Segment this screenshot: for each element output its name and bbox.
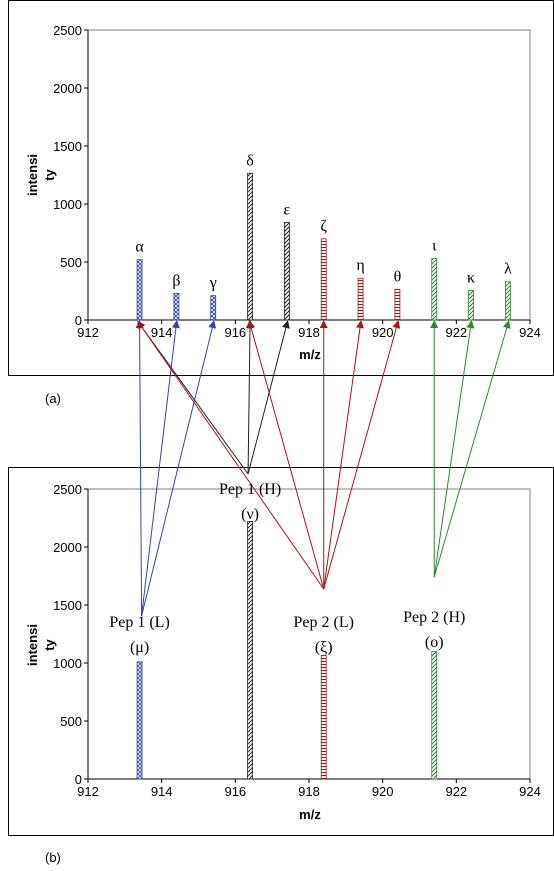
bar-a-5 — [320, 238, 327, 321]
chart-a-x-ticks: 912 914 916 918 920 922 924 — [77, 320, 541, 340]
bar-a-4 — [283, 222, 290, 321]
x-tick-label: 924 — [519, 784, 541, 799]
x-tick-label: 914 — [151, 784, 173, 799]
bar-label-5: ζ — [320, 218, 327, 235]
connector-red-6 — [323, 320, 364, 590]
bar-a-7 — [394, 288, 401, 321]
chart-a-bar-labels: α β γ δ ε ζ η θ ι κ λ — [135, 152, 512, 291]
bar-a-3 — [247, 172, 253, 321]
x-tick-label: 918 — [298, 325, 320, 340]
connector-green-10 — [433, 320, 511, 578]
x-tick-label: 924 — [519, 325, 541, 340]
bar-label-2: γ — [209, 275, 217, 292]
bar-label-9: κ — [467, 269, 475, 286]
y-tick-label: 0 — [75, 772, 82, 787]
bar-b-0 — [136, 661, 143, 780]
bar-b-1 — [247, 521, 253, 780]
chart-b-bars — [136, 521, 438, 780]
connector-black-0 — [137, 320, 249, 475]
connector-blue-1 — [141, 320, 180, 617]
bar-label-7: θ — [394, 268, 402, 285]
bar-a-10 — [504, 281, 511, 321]
x-tick-label: 912 — [77, 784, 99, 799]
bar-a-1 — [173, 292, 180, 321]
connector-green-9 — [433, 320, 475, 578]
panel-label-b: (b) — [45, 850, 61, 865]
y-tick-label: 2000 — [53, 540, 82, 555]
connector-red-0 — [137, 320, 325, 590]
bar-a-9 — [468, 290, 474, 321]
bar-label-3: δ — [246, 152, 254, 169]
chart-b-ylabel-line1: intensi — [25, 624, 40, 666]
x-tick-label: 920 — [372, 784, 394, 799]
peptide-symbol-2: (ξ) — [315, 639, 333, 656]
y-tick-label: 2500 — [53, 482, 82, 497]
chart-a-plot-area — [87, 29, 531, 321]
y-tick-label: 1500 — [53, 139, 82, 154]
x-tick-label: 922 — [445, 784, 467, 799]
x-tick-label: 914 — [151, 325, 173, 340]
bar-label-10: λ — [504, 261, 512, 278]
connector-blue-2 — [141, 320, 217, 617]
chart-a-xlabel: m/z — [299, 347, 321, 362]
y-tick-label: 1000 — [53, 656, 82, 671]
x-tick-label: 920 — [372, 325, 394, 340]
chart-b-x-ticks: 912 914 916 918 920 922 924 — [77, 779, 541, 799]
chart-a-y-ticks: 0 500 1000 1500 2000 2500 — [53, 23, 88, 328]
peptide-label-0: Pep 1 (L) — [109, 614, 169, 631]
chart-b-y-ticks: 0 500 1000 1500 2000 2500 — [53, 482, 88, 787]
y-tick-label: 2000 — [53, 81, 82, 96]
peptide-symbol-0: (μ) — [130, 639, 149, 656]
chart-a-ylabel-line1: intensi — [25, 154, 40, 196]
x-tick-label: 916 — [224, 325, 246, 340]
connector-red-3 — [247, 320, 325, 590]
bar-label-6: η — [356, 257, 364, 274]
connector-red-7 — [323, 320, 401, 590]
connector-black-3 — [246, 320, 255, 475]
y-tick-label: 1000 — [53, 197, 82, 212]
y-tick-label: 1500 — [53, 598, 82, 613]
connector-arrows — [135, 320, 511, 617]
connector-black-4 — [247, 320, 290, 475]
bar-label-1: β — [172, 272, 180, 289]
peptide-label-2: Pep 2 (L) — [294, 614, 354, 631]
bar-a-2 — [210, 295, 217, 321]
bar-label-4: ε — [284, 202, 291, 219]
bar-b-2 — [320, 655, 327, 780]
bar-label-0: α — [135, 239, 144, 256]
chart-b-bar-labels: Pep 1 (L) (μ) Pep 1 (H) (ν) Pep 2 (L) (ξ) Pep … — [109, 481, 465, 656]
chart-b-plot-area — [87, 488, 531, 780]
chart-b-ylabel-line2: ty — [42, 638, 57, 650]
bar-a-6 — [357, 277, 364, 321]
panel-b-frame — [8, 467, 554, 836]
chart-a-bars — [136, 172, 511, 321]
connector-blue-0 — [135, 320, 144, 617]
bar-b-3 — [431, 651, 438, 780]
x-tick-label: 918 — [298, 784, 320, 799]
x-tick-label: 922 — [445, 325, 467, 340]
y-tick-label: 500 — [60, 255, 82, 270]
panel-label-a: (a) — [45, 391, 61, 406]
x-tick-label: 912 — [77, 325, 99, 340]
y-tick-label: 0 — [75, 313, 82, 328]
peptide-symbol-1: (ν) — [241, 506, 259, 523]
peptide-symbol-3: (ο) — [425, 634, 444, 651]
bar-label-8: ι — [432, 238, 437, 255]
x-tick-label: 916 — [224, 784, 246, 799]
chart-b-xlabel: m/z — [299, 807, 321, 822]
y-tick-label: 2500 — [53, 23, 82, 38]
bar-a-0 — [136, 259, 143, 321]
bar-a-8 — [431, 258, 438, 321]
peptide-label-1: Pep 1 (H) — [219, 481, 281, 498]
chart-a-ylabel-line2: ty — [42, 168, 57, 180]
peptide-label-3: Pep 2 (H) — [403, 609, 465, 626]
y-tick-label: 500 — [60, 714, 82, 729]
